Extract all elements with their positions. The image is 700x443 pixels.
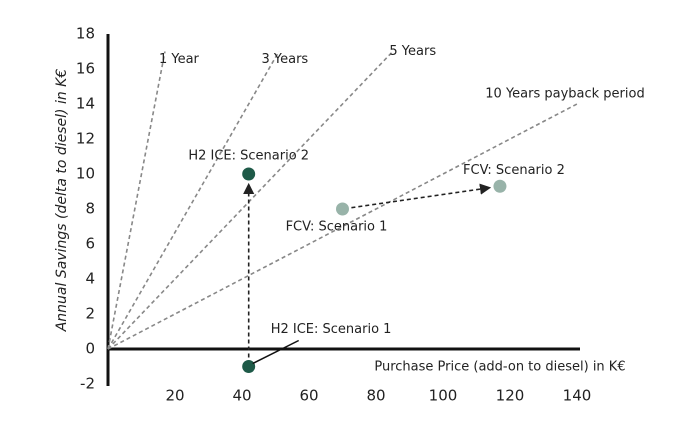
point-label: H2 ICE: Scenario 2 [188,149,309,164]
data-point [242,360,256,373]
payback-label: 3 Years [261,52,308,67]
x-tick-label: 80 [366,387,385,405]
y-tick-label: 6 [85,235,95,253]
payback-line [107,51,280,350]
x-tick-label: 100 [429,387,458,405]
data-point [242,167,256,181]
y-tick-label: -2 [80,375,95,393]
y-tick-label: 2 [85,305,95,323]
x-tick-label: 40 [232,387,251,405]
leader-line [252,339,300,365]
y-tick-label: 4 [85,270,95,288]
payback-line [107,50,394,350]
payback-label: 10 Years payback period [485,87,644,102]
payback-label: 1 Year [159,52,200,67]
x-tick-label: 120 [496,387,525,405]
payback-label: 5 Years [389,44,436,59]
data-point [336,202,349,216]
y-tick-label: 0 [85,340,95,358]
x-tick-label: 140 [563,387,592,405]
y-tick-label: 14 [76,95,95,113]
x-tick-label: 20 [165,387,184,405]
point-label: H2 ICE: Scenario 1 [271,322,392,337]
x-tick-label: 60 [299,387,318,405]
y-tick-label: 16 [76,60,95,78]
y-axis-label: Annual Savings (delta to diesel) in K€ [54,69,70,333]
point-label: FCV: Scenario 1 [286,220,388,235]
point-label: FCV: Scenario 2 [463,163,565,178]
y-tick-label: 18 [76,25,95,43]
y-tick-label: 10 [76,165,95,183]
scenario-arrow [351,183,492,209]
payback-line [107,51,166,350]
data-point [493,179,507,193]
y-tick-label: 8 [85,200,95,218]
x-axis-label: Purchase Price (add-on to diesel) in K€ [374,360,625,375]
y-tick-label: 12 [76,130,95,148]
